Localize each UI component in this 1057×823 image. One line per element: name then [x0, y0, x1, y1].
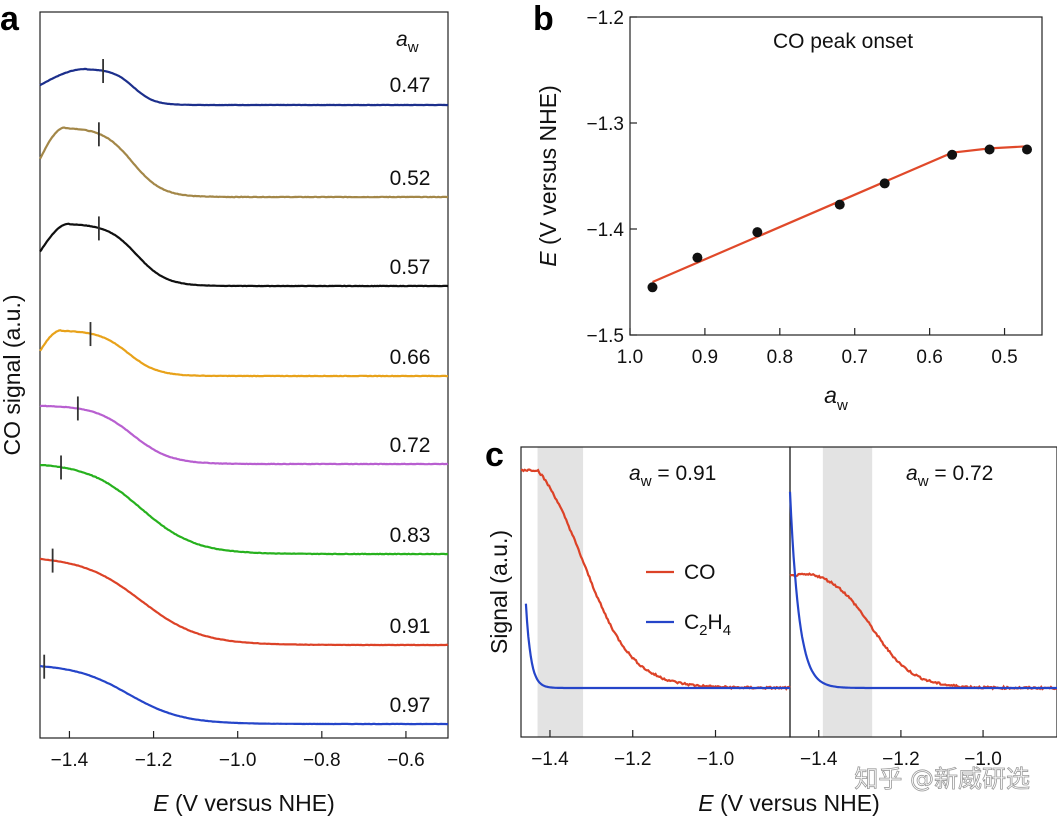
- panel-a-series-0.57: [39, 222, 449, 288]
- panel-b-point: [752, 227, 763, 238]
- panel-c-xtick-label: −1.0: [964, 749, 1002, 770]
- panel-a-xtick-label: −0.8: [303, 750, 341, 771]
- panel-a-aw-label: 0.52: [390, 167, 431, 190]
- panel-c-left-aw-label: aw = 0.91: [629, 462, 716, 490]
- panel-b-point: [834, 199, 845, 210]
- panel-b-ylabel: E (V versus NHE): [535, 85, 561, 266]
- panel-a-frame: [39, 11, 449, 739]
- c-right-aw-sub: w: [917, 473, 929, 490]
- c-right-aw-symbol: a: [906, 462, 918, 485]
- panel-a-aw-label: 0.47: [390, 74, 431, 97]
- panel-b-frame: [629, 16, 1043, 336]
- panel-b-fit-line: [652, 145, 1028, 284]
- panel-c-right-aw-label: aw = 0.72: [906, 462, 993, 490]
- c2h4-h: H: [708, 611, 723, 634]
- panel-c-c2h4-curve: [788, 491, 1057, 690]
- panel-b-xtick-label: 0.8: [767, 347, 793, 368]
- aw-subscript: w: [407, 39, 419, 56]
- panel-a-series-0.91: [39, 557, 449, 647]
- panel-a-series-0.47: [39, 67, 449, 107]
- panel-a-xtick-label: −1.2: [135, 750, 173, 771]
- c-left-aw-value: = 0.91: [652, 462, 717, 485]
- panel-a-legend-header: aw: [396, 28, 419, 56]
- panel-a-aw-label: 0.66: [390, 346, 431, 369]
- panel-c-xtick-label: −1.4: [531, 749, 569, 770]
- c-left-aw-symbol: a: [629, 462, 641, 485]
- panel-c-right-frame: [789, 446, 1057, 738]
- panel-b-title: CO peak onset: [773, 30, 913, 53]
- panel-b-chart: CO peak onset 1.0 0.9 0.8 0.7 0.6 0.5 −1.5 −1.4…: [535, 8, 1043, 414]
- panel-a-aw-label: 0.97: [390, 694, 431, 717]
- panel-c-c2h4-curve: [524, 603, 790, 690]
- panel-b-xlabel-symbol: a: [824, 382, 837, 408]
- panel-b-ytick-label: −1.2: [586, 8, 624, 29]
- aw-symbol: a: [396, 28, 408, 51]
- c-left-aw-sub: w: [640, 473, 652, 490]
- panel-a-xtick-label: −0.6: [387, 750, 425, 771]
- panel-c-xtick-label: −1.0: [697, 749, 735, 770]
- panel-b-point: [692, 252, 703, 263]
- c-right-aw-value: = 0.72: [929, 462, 994, 485]
- panel-a-aw-label: 0.83: [390, 524, 431, 547]
- panel-c-shade-band: [822, 447, 873, 737]
- panel-c-xlabel: E (V versus NHE): [698, 790, 879, 816]
- panel-c-xtick-label: −1.2: [614, 749, 652, 770]
- panel-a-aw-label: 0.57: [390, 256, 431, 279]
- panel-b-xtick-label: 0.5: [991, 347, 1017, 368]
- c2h4-sub1: 2: [699, 622, 707, 639]
- panel-a-xlabel-symbol: E: [153, 790, 169, 816]
- panel-b-xlabel-sub: w: [836, 397, 848, 414]
- panel-a-aw-label: 0.72: [390, 434, 431, 457]
- c2h4-sub2: 4: [723, 622, 731, 639]
- panel-b-ytick-label: −1.5: [586, 326, 624, 347]
- watermark-text: 知乎 @新威研选: [854, 765, 1030, 793]
- panel-b-ytick-label: −1.4: [586, 220, 624, 241]
- panel-a-series-0.83: [40, 464, 449, 556]
- panel-b-letter: b: [533, 0, 554, 38]
- panel-c-chart: −1.4 −1.2 −1.0 −1.4 −1.2 −1.0 aw = 0.91 aw = …: [486, 446, 1057, 816]
- panel-c-letter: c: [485, 436, 504, 474]
- panel-b-xtick-label: 1.0: [617, 347, 643, 368]
- panel-b-point: [984, 144, 995, 155]
- panel-a-aw-label: 0.91: [390, 615, 431, 638]
- panel-b-xtick-label: 0.9: [692, 347, 718, 368]
- panel-b-ylabel-symbol: E: [535, 251, 561, 267]
- c2h4-c: C: [684, 611, 699, 634]
- legend-c2h4-label: C2H4: [684, 611, 731, 639]
- panel-b-xtick-label: 0.7: [842, 347, 868, 368]
- panel-a-series-0.52: [39, 126, 448, 199]
- panel-b-point: [1022, 144, 1033, 155]
- panel-c-ylabel: Signal (a.u.): [486, 530, 512, 654]
- panel-a-ylabel: CO signal (a.u.): [0, 294, 25, 455]
- panel-a-xlabel: E (V versus NHE): [153, 790, 334, 816]
- legend-co-label: CO: [684, 561, 716, 584]
- panel-a-series-0.97: [40, 665, 449, 726]
- panel-b-xlabel: aw: [824, 382, 848, 414]
- panel-a-chart: −1.4 −1.2 −1.0 −0.8 −0.6 0.47 0.52 0.57 0.66 0.7…: [0, 11, 449, 816]
- panel-a-series-0.66: [39, 329, 448, 378]
- panel-a-series-0.72: [39, 404, 449, 466]
- panel-a-xtick-label: −1.4: [51, 750, 89, 771]
- panel-b-point: [947, 149, 958, 160]
- panel-b-ytick-label: −1.3: [586, 114, 624, 135]
- panel-a-xlabel-rest: (V versus NHE): [169, 790, 335, 816]
- panel-a-letter: a: [0, 0, 20, 38]
- panel-c-xlabel-rest: (V versus NHE): [714, 790, 880, 816]
- panel-c-shade-band: [537, 447, 584, 737]
- panel-c-xlabel-symbol: E: [698, 790, 714, 816]
- panel-b-xtick-label: 0.6: [916, 347, 942, 368]
- panel-c-xtick-label: −1.2: [882, 749, 920, 770]
- panel-b-ylabel-rest: (V versus NHE): [535, 85, 561, 251]
- panel-b-point: [879, 178, 890, 189]
- panel-b-point: [647, 282, 658, 293]
- panel-a-xtick-label: −1.0: [219, 750, 257, 771]
- panel-c-xtick-label: −1.4: [800, 749, 838, 770]
